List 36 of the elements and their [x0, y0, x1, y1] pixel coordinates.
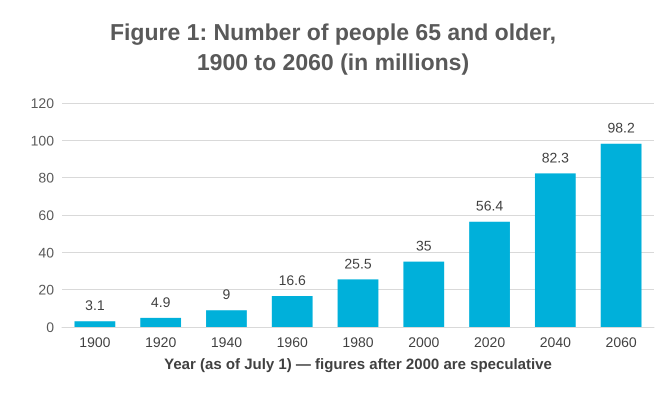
bar — [600, 144, 642, 327]
data-label: 9 — [222, 286, 231, 302]
x-tick-label: 2020 — [474, 334, 506, 350]
y-tick-label: 40 — [38, 244, 54, 260]
data-label: 35 — [416, 238, 432, 254]
chart-title: Figure 1: Number of people 65 and older, 1900 to 2060 (in millions) — [110, 19, 556, 75]
y-tick-label: 20 — [38, 282, 54, 298]
x-axis-title: Year (as of July 1) — figures after 2000 are speculative — [164, 356, 552, 373]
data-label: 25.5 — [344, 255, 372, 272]
x-tick-label: 2060 — [606, 334, 637, 350]
x-tick-label: 1900 — [79, 334, 111, 350]
data-label: 82.3 — [542, 149, 570, 166]
y-tick-label: 80 — [38, 170, 54, 186]
x-tick-label: 1940 — [210, 334, 242, 350]
x-tick-label: 1960 — [276, 334, 308, 350]
data-label: 16.6 — [278, 272, 306, 288]
data-label: 56.4 — [476, 198, 504, 214]
y-tick-label: 0 — [46, 319, 54, 335]
bar — [74, 321, 116, 327]
x-tick-label: 1920 — [145, 334, 176, 350]
y-tick-label: 100 — [30, 132, 54, 148]
data-label: 4.9 — [150, 294, 171, 310]
bar — [469, 222, 510, 327]
bar — [403, 262, 444, 327]
x-tick-label: 2040 — [540, 334, 572, 350]
x-tick-label: 2000 — [408, 334, 440, 350]
bar — [534, 173, 576, 327]
bar — [206, 310, 247, 327]
data-label: 3.1 — [85, 297, 105, 314]
y-tick-label: 60 — [38, 207, 54, 223]
data-label: 98.2 — [607, 120, 635, 136]
y-tick-label: 120 — [30, 95, 54, 111]
bar — [140, 318, 182, 327]
x-tick-label: 1980 — [342, 334, 374, 350]
bar — [338, 279, 378, 327]
bar — [272, 296, 313, 327]
